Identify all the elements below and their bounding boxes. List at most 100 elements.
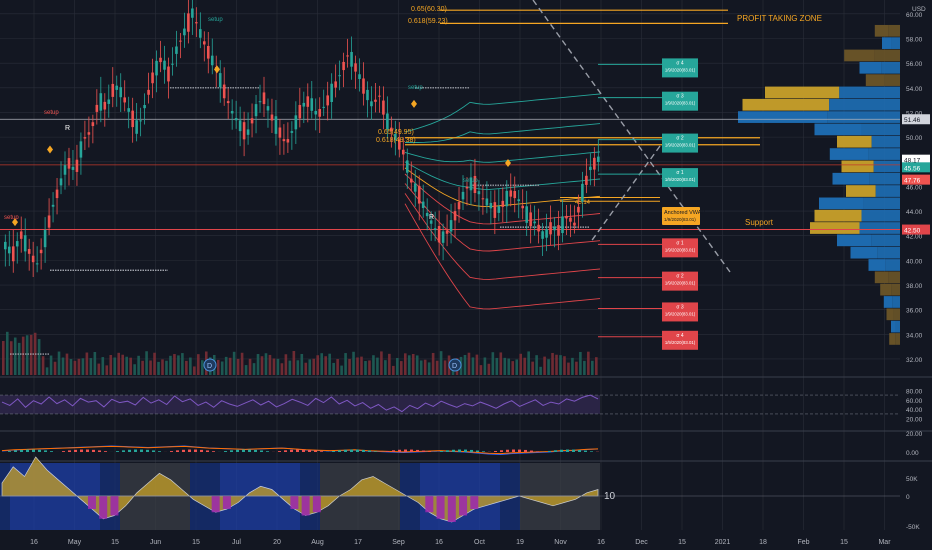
time-tick-label: 15 [111, 539, 119, 546]
osc-background [130, 463, 140, 530]
macd-histogram [296, 449, 299, 452]
price-tag-label: 47.76 [904, 178, 921, 185]
volume-bar [551, 352, 554, 375]
time-axis[interactable]: 16 May 15 Jun 15 Jul 20 Aug 17 Sep 16 Oct 19 Nov 16 Dec… [30, 539, 891, 546]
profile-bar [765, 86, 840, 99]
volume-bar [320, 353, 323, 375]
band-label-box [662, 58, 698, 78]
vwap-band-lower [404, 193, 601, 280]
volume-bar [53, 361, 57, 375]
time-tick-label: 17 [354, 539, 362, 546]
rsi-tick-label: 60.00 [906, 398, 923, 405]
volume-bar [252, 363, 256, 375]
osc-background [400, 463, 410, 530]
candle-body [465, 186, 469, 189]
macd-histogram [392, 450, 395, 452]
time-tick-label: Aug [311, 539, 324, 546]
macd-histogram [86, 449, 89, 452]
macd-histogram [338, 450, 341, 452]
macd-histogram [362, 449, 365, 452]
candle-body [473, 175, 477, 194]
price-axis[interactable]: 32.00 34.00 36.00 38.00 40.00 42.00 44.00 46.00… [906, 12, 923, 364]
profile-bar [873, 160, 900, 173]
volume-bar [232, 351, 236, 375]
volume-bar [547, 359, 550, 375]
volume-bar [495, 357, 499, 375]
volume-bar [328, 353, 331, 375]
trend-line [532, 0, 731, 273]
band-labels: σ 41/9/2020(83.01)σ 31/9/2020(83.01)σ 21… [598, 58, 698, 350]
candle-body [75, 159, 79, 172]
setup-label: setup [208, 17, 223, 23]
macd-histogram [290, 449, 293, 452]
candle-body [131, 110, 134, 128]
profile-bar [861, 123, 900, 136]
osc-negative [459, 496, 468, 516]
volume-bar [435, 360, 439, 375]
candle-body [87, 132, 91, 135]
macd-histogram [116, 451, 119, 452]
candle-body [270, 114, 274, 121]
volume-bar [591, 360, 594, 375]
band-label: σ 4 [676, 60, 683, 66]
osc-negative [312, 496, 321, 513]
candle-body [342, 61, 345, 71]
candle-body [15, 241, 19, 247]
macd-histogram [512, 449, 515, 452]
price-tick-label: 54.00 [906, 86, 923, 93]
profile-bar [888, 271, 900, 284]
earnings-badge[interactable]: D [448, 358, 462, 372]
volume-bar [157, 361, 160, 375]
profile-bar [837, 234, 872, 247]
candle-body [525, 206, 528, 223]
candle-body [147, 89, 150, 95]
macd-histogram [26, 449, 29, 452]
macd-histogram [140, 449, 143, 452]
volume-bar [9, 341, 13, 375]
candle-body [294, 115, 298, 130]
candle-body [19, 231, 23, 239]
candle-body [155, 60, 158, 76]
macd-histogram [20, 449, 23, 452]
candle-body [489, 202, 493, 209]
volume-bar [443, 360, 447, 375]
volume-bar [189, 357, 192, 375]
band-label-box [662, 91, 698, 111]
volume-bar [499, 352, 503, 375]
candle-body [589, 166, 592, 171]
band-label: σ 3 [676, 304, 683, 310]
candle-body [354, 63, 357, 72]
macd-histogram [518, 449, 521, 452]
macd-histogram [350, 449, 353, 452]
setup-label: setup [463, 178, 478, 184]
profile-bar [859, 222, 900, 234]
setup-label: setup [4, 215, 19, 221]
volume-bar [197, 354, 200, 375]
volume-bar [65, 353, 69, 375]
macd-histogram [386, 451, 389, 452]
volume-bar [201, 360, 204, 375]
macd-histogram [584, 450, 587, 452]
candle-body [549, 222, 552, 235]
candle-body [445, 230, 449, 234]
volume-bar [133, 364, 136, 375]
volume-bar [340, 365, 343, 375]
volume-bar [348, 358, 351, 375]
band-label-sub: 1/9/2020(83.01) [665, 281, 696, 286]
volume-bar [531, 361, 534, 375]
candle-body [449, 220, 453, 232]
osc-background [380, 463, 390, 530]
candle-body [390, 127, 393, 132]
volume-bar [193, 366, 196, 375]
macd-histogram [80, 449, 83, 452]
candle-body [238, 120, 242, 132]
price-tick-label: 44.00 [906, 209, 923, 216]
volume-bar [400, 361, 403, 375]
volume-bar [81, 358, 85, 375]
macd-histogram [284, 450, 287, 452]
osc-background [160, 463, 170, 530]
volume-bar [511, 361, 515, 375]
earnings-badge[interactable]: D [203, 358, 217, 372]
band-label-box [662, 133, 698, 153]
candle-body [274, 116, 278, 134]
